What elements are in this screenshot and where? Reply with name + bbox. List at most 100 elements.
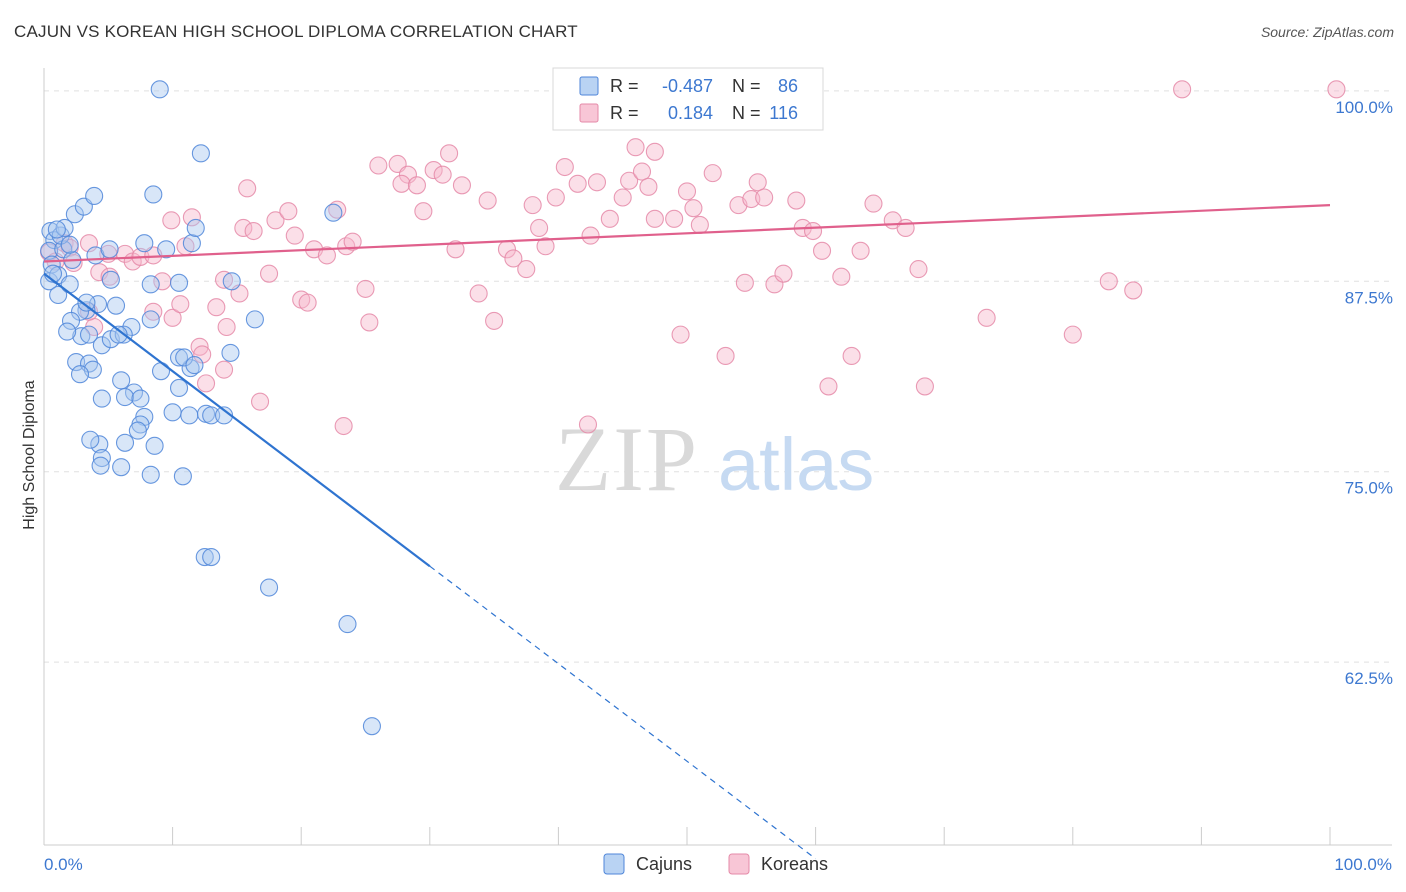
cajun-point — [245, 310, 264, 329]
legend-r-value-cajuns: -0.487 — [662, 76, 713, 96]
legend-n-label-koreans: N = — [732, 103, 761, 123]
legend-n-value-cajuns: 86 — [778, 76, 798, 96]
korean-point — [735, 273, 754, 292]
korean-point — [613, 188, 632, 207]
korean-point — [645, 209, 664, 228]
korean-point — [414, 202, 433, 221]
cajun-point — [79, 325, 99, 344]
watermark-zip: ZIP — [555, 408, 699, 510]
y-axis-title: High School Diploma — [21, 380, 38, 530]
cajun-point — [144, 185, 163, 204]
korean-point — [864, 194, 883, 213]
korean-point — [266, 211, 285, 230]
cajun-point — [141, 310, 160, 329]
cajun-point — [163, 403, 182, 422]
cajun-point — [100, 240, 119, 259]
cajun-point — [259, 578, 279, 597]
cajun-point — [47, 220, 66, 239]
watermark-atlas: atlas — [718, 423, 874, 506]
korean-point — [832, 267, 851, 286]
korean-point — [977, 308, 996, 327]
cajun-point — [72, 327, 91, 346]
korean-point — [244, 221, 263, 241]
cajuns-trend-extension — [429, 565, 816, 860]
cajun-point — [92, 389, 111, 408]
x-tick-label-min: 0.0% — [44, 855, 83, 874]
koreans-trend-line — [43, 204, 1331, 263]
korean-point — [600, 209, 619, 228]
cajun-point — [157, 240, 176, 259]
cajun-point — [112, 458, 131, 477]
cajun-point — [41, 221, 60, 241]
korean-point — [1099, 272, 1118, 291]
cajun-point — [90, 435, 109, 454]
korean-point — [207, 298, 226, 317]
korean-point — [162, 211, 181, 230]
cajun-point — [60, 275, 79, 294]
cajun-point — [58, 322, 77, 341]
cajun-point — [101, 270, 120, 289]
korean-point — [433, 165, 452, 184]
korean-point — [812, 241, 832, 260]
cajun-point — [169, 348, 189, 367]
series-legend: Cajuns Koreans — [603, 853, 828, 875]
cajun-point — [145, 436, 164, 455]
korean-point — [478, 191, 497, 210]
legend-r-label-cajuns: R = — [610, 76, 639, 96]
cajun-point — [92, 448, 111, 468]
cajun-point — [180, 406, 199, 425]
cajun-point — [169, 378, 189, 397]
bottom-legend-koreans: Koreans — [761, 854, 828, 874]
y-tick-labels: 62.5% 75.0% 87.5% 100.0% — [1335, 98, 1393, 688]
korean-point — [360, 313, 379, 332]
korean-point — [819, 377, 838, 396]
cajun-point — [77, 293, 96, 312]
korean-point — [182, 208, 201, 227]
cajun-point — [91, 456, 110, 475]
korean-point — [238, 179, 257, 198]
korean-point — [851, 241, 870, 260]
legend-swatch-koreans — [579, 103, 599, 123]
cajun-point — [169, 273, 189, 292]
korean-point — [748, 173, 767, 192]
cajun-point — [362, 717, 381, 736]
korean-point — [1063, 325, 1082, 344]
korean-point — [440, 144, 459, 163]
korean-point — [915, 377, 934, 396]
korean-point — [196, 374, 216, 393]
korean-point — [546, 188, 565, 207]
cajun-point — [150, 80, 169, 99]
cajun-point — [191, 144, 210, 163]
cajun-point — [109, 325, 128, 344]
y-tick-label: 87.5% — [1345, 288, 1393, 307]
korean-point — [485, 311, 504, 330]
legend-n-label-cajuns: N = — [732, 76, 761, 96]
cajun-point — [202, 406, 221, 425]
korean-point — [334, 416, 353, 436]
korean-point — [517, 260, 536, 279]
cajun-point — [112, 371, 131, 390]
legend-r-value-koreans: 0.184 — [668, 103, 713, 123]
cajun-point — [141, 465, 160, 484]
korean-point — [369, 156, 388, 175]
korean-point — [671, 325, 690, 344]
korean-point — [896, 218, 915, 238]
cajuns-points — [40, 80, 381, 736]
korean-point — [677, 182, 697, 201]
cajun-point — [185, 356, 204, 375]
korean-point — [755, 188, 774, 207]
korean-point — [530, 218, 549, 238]
legend-swatch-cajuns — [579, 76, 599, 96]
korean-point — [214, 360, 234, 379]
cajun-point — [222, 272, 241, 291]
cajun-point — [60, 235, 79, 254]
korean-point — [250, 392, 270, 411]
bottom-swatch-koreans — [728, 853, 750, 875]
legend-n-value-koreans: 116 — [769, 103, 798, 123]
cajun-point — [135, 234, 154, 253]
korean-point — [1124, 281, 1143, 300]
korean-point — [64, 253, 83, 273]
korean-point — [568, 174, 587, 193]
korean-point — [298, 293, 317, 312]
